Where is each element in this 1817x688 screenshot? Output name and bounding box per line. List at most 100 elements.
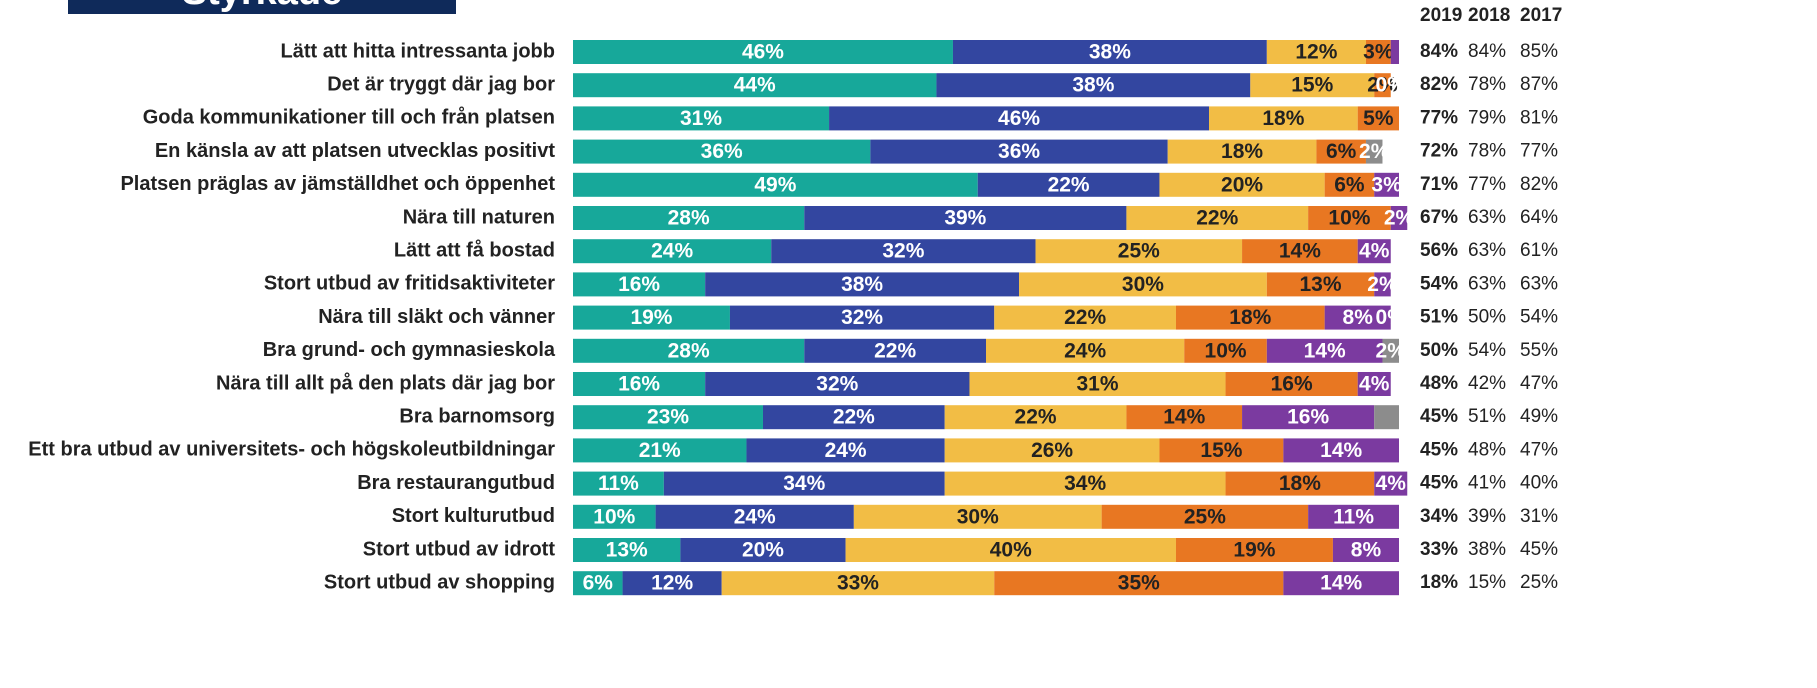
value-label: 44%: [734, 74, 776, 97]
bar-segment: [573, 372, 706, 396]
value-label: 14%: [1279, 240, 1321, 263]
bar-segment: [994, 571, 1284, 596]
value-label: 14%: [1320, 572, 1362, 595]
value-label: 24%: [825, 439, 867, 462]
value-label: 28%: [668, 207, 710, 230]
bar-segment: [573, 338, 805, 363]
value-label: 14%: [1163, 406, 1205, 429]
value-label: 2%: [1376, 339, 1407, 362]
summary-value: 82%: [1420, 74, 1458, 95]
value-label: 11%: [598, 472, 639, 495]
value-label: 22%: [833, 406, 875, 429]
bar-segment: [1266, 338, 1383, 363]
value-label: 3%: [1371, 173, 1402, 196]
bar-segment: [1209, 106, 1358, 131]
bar-segment: [573, 571, 623, 596]
category-label: Bra barnomsorg: [399, 405, 555, 427]
value-label: 15%: [1291, 74, 1333, 97]
value-label: 6%: [1334, 173, 1365, 196]
bar-segment: [1374, 272, 1391, 297]
value-label: 26%: [1031, 439, 1073, 462]
value-label: 6%: [583, 572, 614, 595]
value-label: 16%: [1271, 373, 1313, 396]
bar-segment: [1167, 139, 1317, 164]
bar-segment: [746, 438, 945, 463]
bar-segment: [705, 372, 970, 396]
bar-segment: [573, 504, 656, 529]
value-label: 3%: [1363, 41, 1394, 64]
bar-segment: [573, 106, 830, 131]
summary-value: 51%: [1420, 307, 1458, 328]
value-label: 4%: [1376, 472, 1407, 495]
value-label: 11%: [1333, 505, 1374, 528]
value-label: 34%: [1064, 472, 1106, 495]
bar-segment: [936, 73, 1251, 98]
bar-segment: [573, 40, 953, 64]
value-label: 10%: [1205, 339, 1247, 362]
value-label: 34%: [783, 472, 825, 495]
summary-value: 51%: [1468, 406, 1506, 427]
summary-value: 47%: [1520, 373, 1558, 394]
value-label: 2%: [1384, 207, 1415, 230]
bar-segment: [829, 106, 1210, 131]
summary-value: 54%: [1520, 307, 1558, 328]
summary-value: 45%: [1520, 539, 1558, 560]
bar-segment: [573, 73, 937, 98]
value-label: 0%: [1376, 306, 1407, 329]
summary-value: 41%: [1468, 473, 1506, 494]
value-label: 22%: [1196, 207, 1238, 230]
bar-segment: [1374, 471, 1408, 496]
category-label: Lätt att hitta intressanta jobb: [281, 40, 555, 62]
summary-value: 63%: [1468, 207, 1506, 228]
value-label: 4%: [1359, 240, 1390, 263]
bar-segment: [721, 571, 995, 596]
bar-segment: [1225, 471, 1375, 496]
value-label: 22%: [1048, 173, 1090, 196]
column-header: 2017: [1520, 5, 1562, 26]
bar-segment: [1374, 73, 1391, 98]
summary-value: 18%: [1420, 572, 1458, 593]
bar-segment: [1283, 438, 1399, 463]
value-label: 13%: [1300, 273, 1342, 296]
value-label: 16%: [1287, 406, 1329, 429]
value-label: 40%: [990, 539, 1032, 562]
bar-segment: [952, 40, 1267, 64]
value-label: 16%: [618, 273, 660, 296]
summary-value: 63%: [1468, 240, 1506, 261]
bar-segment: [1390, 206, 1408, 230]
summary-value: 63%: [1468, 273, 1506, 294]
bar-segment: [1357, 239, 1391, 264]
summary-value: 50%: [1468, 307, 1506, 328]
value-label: 18%: [1221, 140, 1263, 163]
bar-segment: [573, 305, 730, 330]
summary-value: 55%: [1520, 340, 1558, 361]
bar-segment: [1242, 239, 1358, 264]
bar-segment: [655, 504, 854, 529]
value-label: 25%: [1184, 505, 1226, 528]
bar-segment: [1324, 172, 1375, 197]
bar-segment: [1365, 40, 1391, 64]
value-label: 33%: [837, 572, 879, 595]
bar-segment: [944, 471, 1226, 496]
value-label: 10%: [1328, 207, 1370, 230]
value-label: 36%: [701, 140, 743, 163]
value-label: 32%: [816, 373, 858, 396]
bar-segment: [1283, 571, 1399, 596]
bar-segment: [1035, 239, 1243, 264]
value-label: 49%: [754, 173, 796, 196]
value-label: 25%: [1118, 240, 1160, 263]
bar-segment: [804, 338, 986, 363]
value-label: 24%: [651, 240, 693, 263]
bar-segment: [1266, 272, 1375, 297]
value-label: 30%: [1122, 273, 1164, 296]
value-label: 20%: [1221, 173, 1263, 196]
summary-value: 78%: [1468, 74, 1506, 95]
value-label: 19%: [1233, 539, 1275, 562]
bar-segment: [994, 305, 1176, 330]
category-label: Stort kulturutbud: [392, 505, 555, 527]
category-label: Bra restaurangutbud: [357, 472, 555, 494]
summary-value: 78%: [1468, 141, 1506, 162]
summary-value: 25%: [1520, 572, 1558, 593]
value-label: 38%: [841, 273, 883, 296]
